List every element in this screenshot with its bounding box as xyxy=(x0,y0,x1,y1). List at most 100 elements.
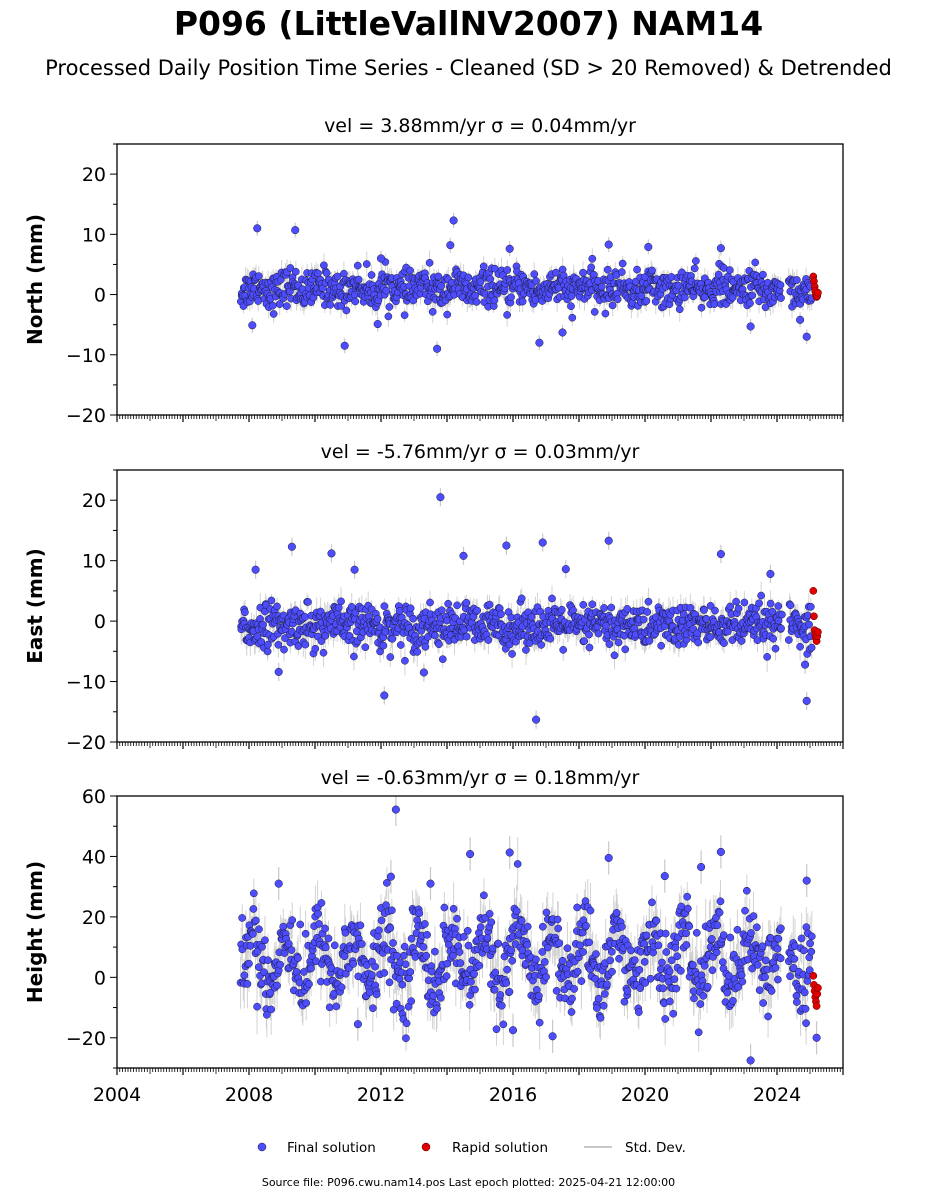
final-point xyxy=(337,597,345,606)
final-point xyxy=(322,269,331,277)
final-point xyxy=(774,602,783,610)
final-point-outlier xyxy=(802,696,811,705)
final-point xyxy=(725,266,734,274)
final-point xyxy=(751,258,760,267)
final-point xyxy=(761,303,770,312)
final-point xyxy=(585,643,594,652)
y-tick-label: 0 xyxy=(94,285,106,307)
final-point xyxy=(657,641,666,650)
final-point xyxy=(805,620,813,629)
rapid-point xyxy=(809,587,818,595)
y-tick-label: −20 xyxy=(66,405,106,427)
final-point xyxy=(585,630,593,639)
final-point xyxy=(438,655,447,664)
final-point xyxy=(485,600,494,609)
final-point xyxy=(280,645,288,654)
final-point xyxy=(462,632,471,641)
final-point xyxy=(373,615,382,623)
final-point xyxy=(473,606,482,615)
final-point xyxy=(286,264,295,272)
rapid-solution-points xyxy=(809,587,822,645)
final-point xyxy=(807,643,816,652)
final-point xyxy=(291,267,300,276)
y-tick-label: 10 xyxy=(82,551,106,573)
panel-1: −20 −10 0 10 20 vel = 3.88mm/yr σ = 0.04mm/yr… xyxy=(23,115,844,427)
final-point xyxy=(690,264,699,273)
final-point xyxy=(361,643,370,652)
y-tick-label: 20 xyxy=(82,164,106,186)
final-point-outlier xyxy=(350,565,359,574)
final-point xyxy=(437,282,446,290)
final-point xyxy=(476,277,485,286)
final-point xyxy=(453,601,461,610)
final-point-outlier xyxy=(532,715,541,724)
final-point-outlier xyxy=(716,549,725,559)
final-point xyxy=(784,636,793,644)
final-point xyxy=(777,294,785,302)
final-point-outlier xyxy=(287,542,296,551)
final-point xyxy=(755,599,763,608)
final-point-outlier xyxy=(505,244,514,253)
final-point xyxy=(621,645,630,654)
final-point xyxy=(675,305,684,314)
final-point xyxy=(776,281,785,289)
final-point xyxy=(600,604,608,612)
final-point xyxy=(692,257,700,265)
final-point xyxy=(766,599,775,608)
panel-title: vel = -5.76mm/yr σ = 0.03mm/yr xyxy=(321,441,640,463)
final-point xyxy=(497,610,505,619)
final-point xyxy=(350,652,358,661)
final-point xyxy=(694,638,703,647)
final-point xyxy=(579,268,587,277)
final-point xyxy=(275,300,284,309)
final-solution-points xyxy=(237,493,816,724)
final-point xyxy=(601,309,610,318)
final-point xyxy=(379,641,388,650)
final-point xyxy=(614,638,623,647)
final-point xyxy=(714,270,723,279)
final-point xyxy=(548,594,556,603)
final-point xyxy=(618,268,626,276)
final-point xyxy=(406,266,415,275)
final-point-outlier xyxy=(802,332,811,341)
final-point-outlier xyxy=(535,338,544,347)
final-point xyxy=(317,637,326,645)
final-point xyxy=(559,646,568,654)
final-point xyxy=(401,656,409,665)
final-point xyxy=(686,603,695,612)
final-point-outlier xyxy=(558,328,567,337)
final-point xyxy=(301,613,309,621)
final-point xyxy=(479,262,488,271)
final-point xyxy=(697,303,706,312)
final-solution-points xyxy=(237,216,816,353)
final-point-outlier xyxy=(561,565,570,574)
final-point xyxy=(786,601,795,610)
final-point xyxy=(726,602,735,611)
final-point xyxy=(503,266,512,274)
axes-frame xyxy=(116,469,844,743)
final-point xyxy=(241,608,249,617)
final-point xyxy=(734,604,743,613)
final-point xyxy=(319,648,328,657)
final-point xyxy=(517,594,526,603)
final-point-outlier xyxy=(449,216,458,225)
final-point xyxy=(380,602,389,610)
final-point xyxy=(546,634,555,643)
final-point xyxy=(337,302,346,310)
final-point xyxy=(367,271,376,279)
final-point xyxy=(588,254,597,263)
final-point-outlier xyxy=(251,565,260,574)
panel-2: −20 −10 0 10 20 vel = -5.76mm/yr σ = 0.03mm/y… xyxy=(23,441,844,754)
final-point xyxy=(643,608,652,616)
page-title: P096 (LittleVallNV2007) NAM14 xyxy=(173,4,764,43)
final-point xyxy=(771,644,780,653)
final-point xyxy=(342,306,351,315)
final-point-outlier xyxy=(502,541,511,550)
final-point xyxy=(793,276,801,284)
final-point-outlier xyxy=(340,341,349,350)
final-point xyxy=(431,631,439,640)
final-point xyxy=(594,629,603,638)
final-point xyxy=(409,614,418,623)
final-point xyxy=(639,615,648,624)
final-point xyxy=(648,266,656,275)
